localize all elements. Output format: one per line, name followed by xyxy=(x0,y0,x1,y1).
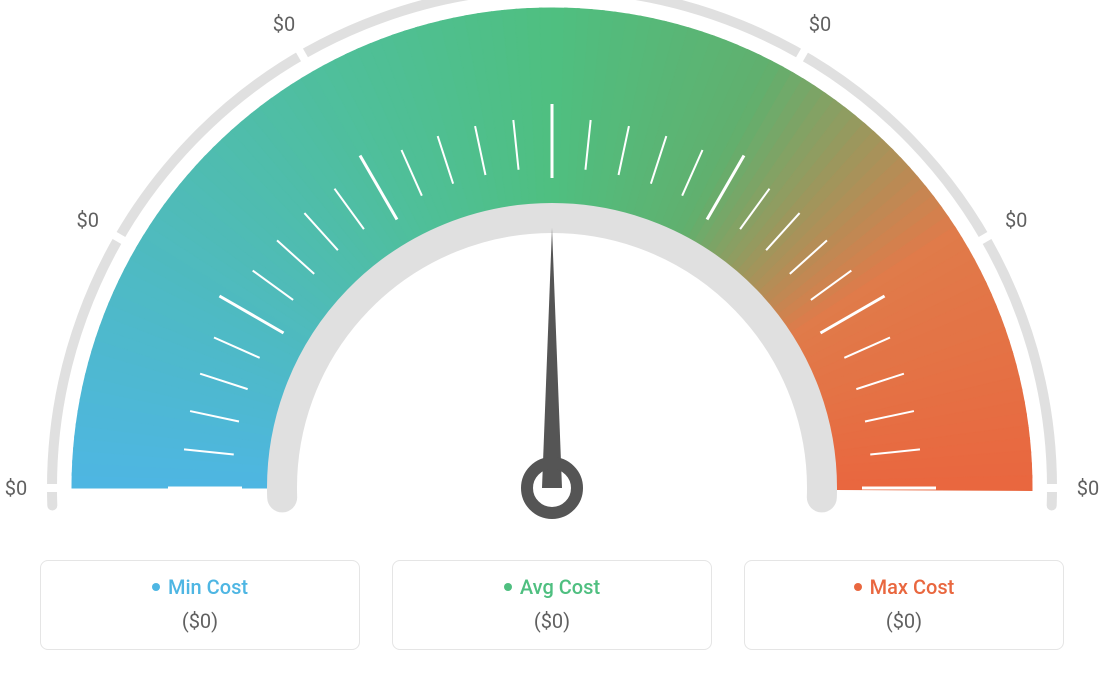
legend-label-avg: Avg Cost xyxy=(520,575,600,599)
gauge-tick-label: $0 xyxy=(809,12,831,36)
legend-dot-max xyxy=(854,583,862,591)
gauge-tick-label: $0 xyxy=(273,12,295,36)
legend-card-avg: Avg Cost ($0) xyxy=(392,560,712,650)
legend-value-max: ($0) xyxy=(757,609,1051,633)
legend-card-max: Max Cost ($0) xyxy=(744,560,1064,650)
gauge-chart: $0$0$0$0$0$0$0 xyxy=(0,0,1104,560)
gauge-tick-label: $0 xyxy=(1077,476,1099,500)
legend-row: Min Cost ($0) Avg Cost ($0) Max Cost ($0… xyxy=(0,560,1104,650)
legend-title-min: Min Cost xyxy=(152,575,248,599)
gauge-tick-label: $0 xyxy=(1005,208,1027,232)
legend-value-min: ($0) xyxy=(53,609,347,633)
legend-label-min: Min Cost xyxy=(168,575,248,599)
legend-dot-min xyxy=(152,583,160,591)
legend-card-min: Min Cost ($0) xyxy=(40,560,360,650)
gauge-tick-label: $0 xyxy=(77,208,99,232)
legend-title-avg: Avg Cost xyxy=(504,575,600,599)
gauge-tick-label: $0 xyxy=(5,476,27,500)
gauge-svg xyxy=(0,0,1104,560)
legend-dot-avg xyxy=(504,583,512,591)
legend-label-max: Max Cost xyxy=(870,575,955,599)
legend-value-avg: ($0) xyxy=(405,609,699,633)
legend-title-max: Max Cost xyxy=(854,575,955,599)
